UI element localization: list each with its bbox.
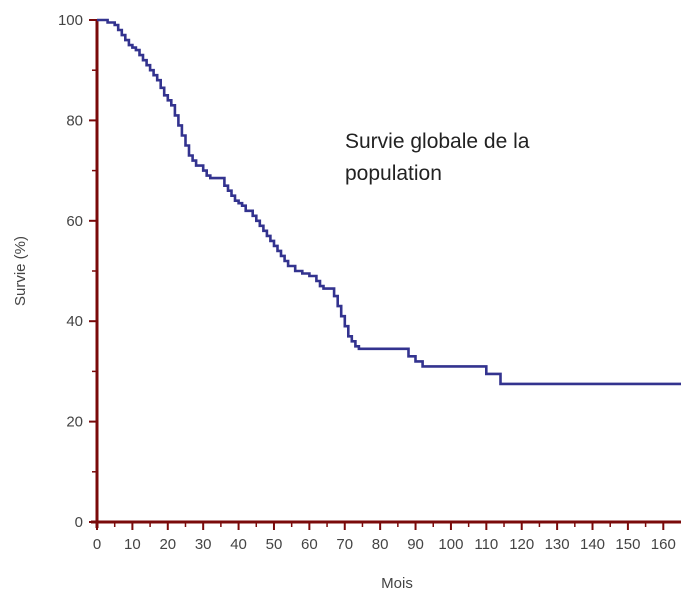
- x-tick-label-40: 40: [230, 536, 247, 553]
- x-tick-label-70: 70: [336, 536, 353, 553]
- y-axis-title: Survie (%): [12, 236, 29, 306]
- ticks: 0 20 40 60 80 100 0 10 20 30 40 50 60 70 80 90 100 110 120…: [58, 12, 676, 553]
- x-tick-label-30: 30: [195, 536, 212, 553]
- annotation-line-1: Survie globale de la: [345, 130, 530, 153]
- x-tick-label-80: 80: [372, 536, 389, 553]
- series-layer: [97, 18, 681, 386]
- y-tick-label-40: 40: [66, 313, 83, 330]
- survival-curve-0: [97, 18, 681, 386]
- x-tick-label-10: 10: [124, 536, 141, 553]
- x-axis-title: Mois: [381, 575, 413, 592]
- y-tick-label-80: 80: [66, 112, 83, 129]
- axes: [91, 20, 681, 528]
- x-tick-label-120: 120: [509, 536, 534, 553]
- y-tick-label-0: 0: [75, 514, 83, 531]
- x-tick-label-150: 150: [615, 536, 640, 553]
- x-tick-label-160: 160: [651, 536, 676, 553]
- x-tick-label-90: 90: [407, 536, 424, 553]
- x-tick-label-50: 50: [266, 536, 283, 553]
- annotation-line-2: population: [345, 162, 442, 185]
- x-tick-label-60: 60: [301, 536, 318, 553]
- x-tick-label-130: 130: [545, 536, 570, 553]
- y-tick-label-100: 100: [58, 12, 83, 29]
- x-tick-label-100: 100: [438, 536, 463, 553]
- x-tick-label-140: 140: [580, 536, 605, 553]
- x-tick-label-20: 20: [159, 536, 176, 553]
- chart-annotation: Survie globale de la population: [345, 130, 535, 185]
- y-tick-label-20: 20: [66, 414, 83, 431]
- x-tick-label-0: 0: [93, 536, 101, 553]
- x-tick-label-110: 110: [474, 536, 498, 553]
- y-tick-label-60: 60: [66, 213, 83, 230]
